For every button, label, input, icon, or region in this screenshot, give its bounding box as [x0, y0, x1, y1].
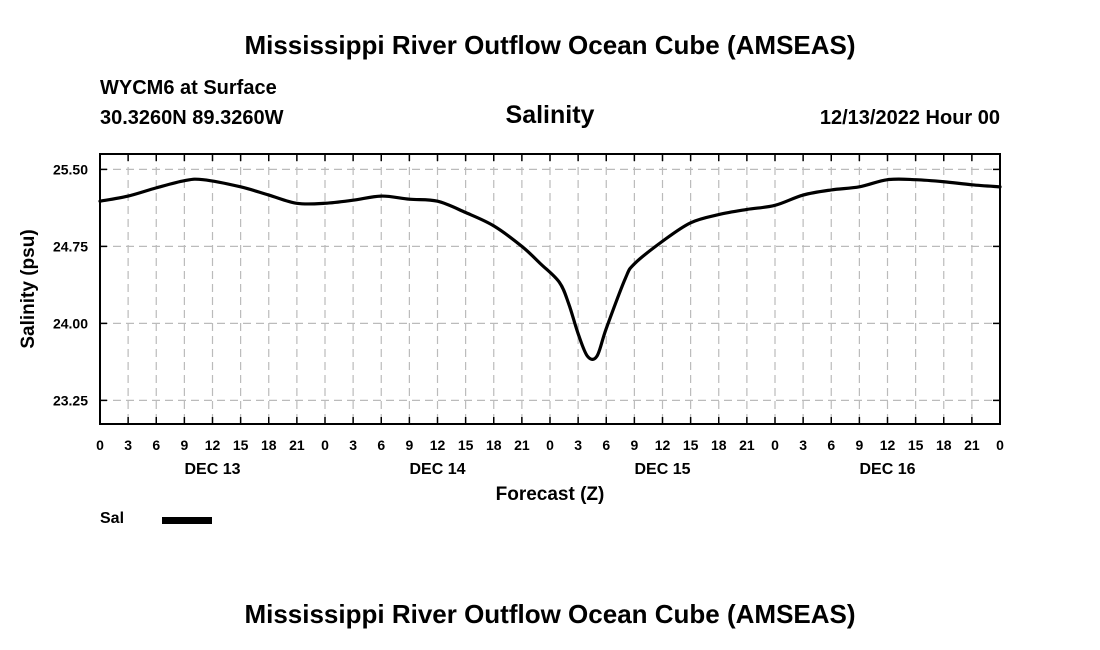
- y-tick-label: 24.75: [53, 238, 88, 254]
- day-label: DEC 16: [859, 461, 915, 478]
- day-label: DEC 14: [409, 461, 465, 478]
- x-tick-label: 6: [377, 437, 385, 453]
- x-tick-label: 21: [964, 437, 980, 453]
- x-tick-label: 12: [880, 437, 896, 453]
- x-tick-label: 9: [180, 437, 188, 453]
- x-tick-label: 0: [321, 437, 329, 453]
- chart-title: Salinity: [505, 101, 595, 129]
- legend-label: Sal: [100, 510, 125, 527]
- grid: [100, 154, 1000, 424]
- x-tick-label: 12: [205, 437, 221, 453]
- x-tick-label: 6: [602, 437, 610, 453]
- x-tick-label: 21: [739, 437, 755, 453]
- x-tick-label: 18: [486, 437, 502, 453]
- y-tick-label: 25.50: [53, 161, 88, 177]
- x-tick-label: 0: [771, 437, 779, 453]
- x-tick-label: 0: [546, 437, 554, 453]
- series-layer: [98, 177, 1002, 361]
- x-tick-label: 0: [996, 437, 1004, 453]
- x-tick-label: 6: [152, 437, 160, 453]
- station-label: WYCM6 at Surface: [100, 77, 277, 99]
- x-tick-label: 9: [630, 437, 638, 453]
- x-axis-label: Forecast (Z): [496, 484, 605, 505]
- legend-swatch: [162, 517, 212, 524]
- x-tick-label: 6: [827, 437, 835, 453]
- footer-title: Mississippi River Outflow Ocean Cube (AM…: [244, 599, 856, 629]
- x-tick-label: 3: [124, 437, 132, 453]
- x-tick-label: 18: [261, 437, 277, 453]
- main-title: Mississippi River Outflow Ocean Cube (AM…: [244, 30, 856, 60]
- x-tick-label: 15: [683, 437, 699, 453]
- forecast-datetime: 12/13/2022 Hour 00: [819, 107, 1000, 129]
- x-tick-label: 3: [349, 437, 357, 453]
- x-tick-label: 21: [514, 437, 530, 453]
- x-tick-label: 0: [96, 437, 104, 453]
- x-tick-label: 3: [574, 437, 582, 453]
- x-tick-label: 9: [855, 437, 863, 453]
- series-line-sal: [98, 177, 1002, 361]
- x-tick-label: 21: [289, 437, 305, 453]
- axis-ticks: [99, 154, 1001, 424]
- axis-labels: 0 3 6 9 12 15 18 21 0 3 6 9 12 15 18 21 0 3 6 9 12 15 18 21 0 3 6 9…: [18, 161, 1004, 505]
- x-tick-label: 18: [711, 437, 727, 453]
- x-tick-label: 12: [655, 437, 671, 453]
- x-tick-label: 18: [936, 437, 952, 453]
- day-label: DEC 15: [634, 461, 690, 478]
- coordinates-label: 30.3260N 89.3260W: [100, 107, 284, 129]
- x-tick-label: 15: [908, 437, 924, 453]
- y-axis-label: Salinity (psu): [18, 229, 39, 348]
- day-label: DEC 13: [184, 461, 240, 478]
- x-tick-label: 15: [458, 437, 474, 453]
- x-tick-label: 3: [799, 437, 807, 453]
- x-tick-label: 15: [233, 437, 249, 453]
- x-tick-label: 9: [405, 437, 413, 453]
- y-tick-label: 23.25: [53, 392, 88, 408]
- y-tick-label: 24.00: [53, 315, 88, 331]
- x-tick-label: 12: [430, 437, 446, 453]
